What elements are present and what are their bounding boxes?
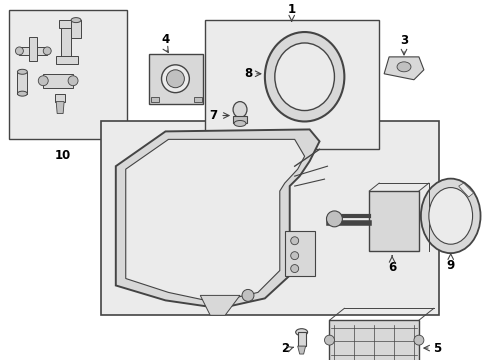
Ellipse shape bbox=[274, 43, 334, 111]
Text: 10: 10 bbox=[55, 149, 71, 162]
Bar bbox=[59, 20, 73, 28]
Ellipse shape bbox=[233, 102, 246, 117]
Bar bbox=[43, 74, 73, 88]
Bar bbox=[194, 96, 202, 102]
Text: 5: 5 bbox=[432, 342, 440, 355]
Text: 6: 6 bbox=[387, 261, 395, 274]
Circle shape bbox=[290, 252, 298, 260]
Ellipse shape bbox=[161, 65, 189, 93]
Bar bbox=[329, 320, 418, 360]
Polygon shape bbox=[458, 183, 472, 197]
Bar bbox=[56, 56, 78, 64]
Text: 2: 2 bbox=[280, 342, 288, 355]
Ellipse shape bbox=[396, 62, 410, 72]
Bar bbox=[150, 96, 158, 102]
Text: 7: 7 bbox=[209, 109, 217, 122]
Polygon shape bbox=[297, 346, 305, 354]
Circle shape bbox=[16, 47, 23, 55]
Bar bbox=[20, 47, 47, 55]
Bar bbox=[297, 332, 305, 346]
Circle shape bbox=[242, 289, 253, 301]
Bar bbox=[284, 231, 314, 275]
Bar bbox=[101, 121, 438, 315]
Circle shape bbox=[290, 237, 298, 245]
Polygon shape bbox=[384, 57, 423, 80]
Text: 8: 8 bbox=[244, 67, 252, 80]
Bar bbox=[368, 191, 418, 251]
Circle shape bbox=[43, 47, 51, 55]
Polygon shape bbox=[200, 296, 240, 315]
Polygon shape bbox=[116, 130, 319, 308]
Bar bbox=[61, 28, 71, 58]
Ellipse shape bbox=[420, 179, 480, 253]
Ellipse shape bbox=[18, 69, 27, 74]
Circle shape bbox=[326, 211, 342, 227]
Circle shape bbox=[290, 265, 298, 273]
Bar bbox=[233, 116, 246, 123]
Ellipse shape bbox=[428, 188, 471, 244]
Ellipse shape bbox=[295, 329, 307, 336]
Ellipse shape bbox=[264, 32, 344, 121]
Circle shape bbox=[324, 335, 334, 345]
Circle shape bbox=[413, 335, 423, 345]
Ellipse shape bbox=[234, 121, 245, 126]
Text: 3: 3 bbox=[399, 34, 407, 47]
Text: 1: 1 bbox=[287, 3, 295, 16]
Text: 4: 4 bbox=[161, 33, 169, 46]
Bar bbox=[55, 94, 65, 102]
Text: 9: 9 bbox=[446, 258, 454, 272]
Circle shape bbox=[38, 76, 48, 86]
Bar bbox=[9, 10, 126, 139]
Ellipse shape bbox=[71, 18, 81, 23]
Bar bbox=[29, 37, 37, 61]
Bar bbox=[71, 20, 81, 38]
Polygon shape bbox=[125, 139, 304, 302]
Bar bbox=[18, 72, 27, 94]
Circle shape bbox=[68, 76, 78, 86]
Ellipse shape bbox=[166, 70, 184, 88]
Polygon shape bbox=[56, 102, 64, 113]
Bar bbox=[205, 20, 378, 149]
Ellipse shape bbox=[18, 91, 27, 96]
Bar bbox=[148, 54, 203, 104]
